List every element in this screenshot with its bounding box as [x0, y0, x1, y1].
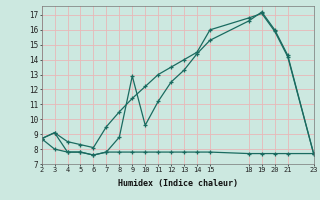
- X-axis label: Humidex (Indice chaleur): Humidex (Indice chaleur): [118, 179, 237, 188]
